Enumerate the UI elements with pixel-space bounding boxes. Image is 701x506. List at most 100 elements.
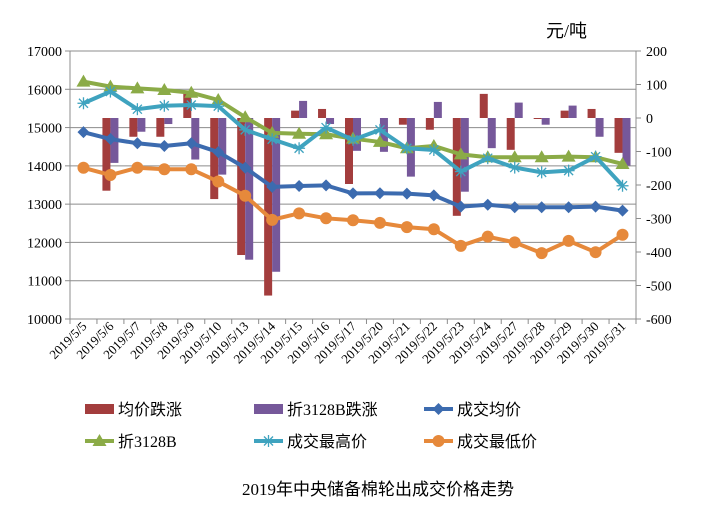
data-point-circle	[427, 223, 440, 236]
data-point-star	[185, 98, 198, 111]
legend-swatch	[254, 404, 283, 414]
data-point-star	[400, 142, 413, 155]
bar-3128b-change	[164, 118, 173, 125]
left-tick-label: 14000	[27, 160, 62, 175]
star-stroke	[563, 165, 574, 176]
right-tick-label: -600	[646, 313, 672, 328]
legend-label: 成交均价	[457, 401, 521, 419]
data-point-circle	[158, 163, 171, 176]
right-tick-label: 0	[646, 112, 653, 127]
data-point-star	[589, 150, 602, 163]
bar-3128b-change	[191, 118, 200, 160]
right-tick-label: 200	[646, 45, 667, 60]
bar-3128b-change	[353, 118, 361, 151]
data-point-star	[320, 121, 333, 134]
star-stroke	[428, 145, 439, 155]
left-tick-label: 11000	[28, 275, 62, 290]
star-stroke	[186, 100, 197, 110]
left-tick-label: 13000	[27, 198, 62, 213]
right-axis-unit: 元/吨	[546, 21, 587, 41]
star-stroke	[374, 124, 385, 135]
bar-avg-change	[587, 108, 596, 118]
data-point-diamond	[589, 200, 602, 213]
star-stroke	[401, 143, 412, 154]
data-point-diamond	[373, 187, 386, 200]
data-point-triangle	[292, 126, 307, 139]
data-point-star	[104, 85, 117, 98]
data-point-star	[562, 164, 575, 177]
bar-3128b-change	[326, 118, 335, 125]
bar-3128b-change	[245, 118, 254, 260]
legend-label: 成交最低价	[457, 433, 537, 451]
data-point-diamond	[158, 139, 171, 152]
bar-3128b-change	[272, 118, 281, 272]
data-point-circle	[104, 169, 117, 182]
right-tick-label: -400	[646, 246, 672, 261]
bar-avg-change	[129, 118, 138, 137]
legend-item: 成交均价	[424, 401, 521, 419]
data-point-star	[266, 133, 279, 146]
bar-avg-change	[102, 118, 111, 191]
data-point-triangle	[561, 149, 576, 162]
data-point-diamond	[535, 201, 548, 214]
bar-3128b-change	[487, 118, 496, 149]
star-stroke	[267, 134, 278, 145]
lines	[76, 74, 630, 260]
star-stroke	[78, 98, 89, 109]
star-stroke	[536, 167, 547, 178]
data-point-star	[454, 165, 467, 178]
bar-avg-change	[156, 118, 165, 137]
data-point-triangle	[157, 83, 172, 96]
legend-label: 成交最高价	[287, 433, 367, 451]
right-tick-label: -300	[646, 213, 672, 228]
data-point-diamond	[454, 200, 467, 213]
data-point-diamond	[427, 189, 440, 202]
bar-avg-change	[318, 108, 327, 118]
bar-avg-change	[425, 118, 434, 130]
data-point-star	[212, 100, 225, 113]
data-point-triangle	[130, 81, 145, 94]
data-point-circle	[400, 221, 413, 234]
data-point-diamond	[481, 198, 494, 211]
data-point-circle	[373, 216, 386, 229]
star-stroke	[590, 151, 601, 162]
bar-3128b-change	[514, 102, 523, 118]
data-point-circle	[535, 247, 548, 260]
data-point-star	[77, 97, 90, 110]
data-point-star	[427, 143, 440, 156]
data-point-circle	[347, 214, 359, 227]
legend-label: 均价跌涨	[118, 401, 182, 419]
data-point-circle	[589, 246, 602, 259]
star-stroke	[159, 100, 170, 111]
right-tick-label: -100	[646, 146, 672, 161]
data-point-star	[239, 123, 252, 136]
bar-avg-change	[237, 118, 246, 256]
data-point-circle	[481, 230, 494, 243]
star-stroke	[263, 436, 274, 446]
data-point-triangle	[615, 156, 630, 169]
bar-3128b-change	[595, 118, 604, 137]
data-point-diamond	[185, 137, 198, 150]
bar-3128b-change	[299, 100, 308, 118]
legend-label: 折3128B跌涨	[287, 401, 378, 419]
star-stroke	[132, 104, 143, 115]
data-point-diamond	[400, 187, 413, 200]
data-point-star	[293, 142, 306, 155]
data-point-diamond	[293, 179, 306, 192]
data-point-triangle	[238, 110, 253, 123]
data-point-diamond	[508, 201, 521, 214]
bar-3128b-change	[218, 118, 227, 175]
data-point-circle	[293, 207, 306, 220]
star-stroke	[617, 180, 628, 191]
data-point-circle	[239, 189, 252, 202]
data-point-star	[481, 152, 494, 165]
star-stroke	[482, 153, 493, 164]
data-point-circle	[562, 234, 575, 247]
data-point-diamond	[347, 187, 359, 200]
legend-item: 成交最低价	[424, 433, 537, 451]
left-tick-label: 17000	[27, 45, 62, 60]
data-point-diamond	[266, 180, 279, 193]
star-stroke	[240, 124, 251, 135]
